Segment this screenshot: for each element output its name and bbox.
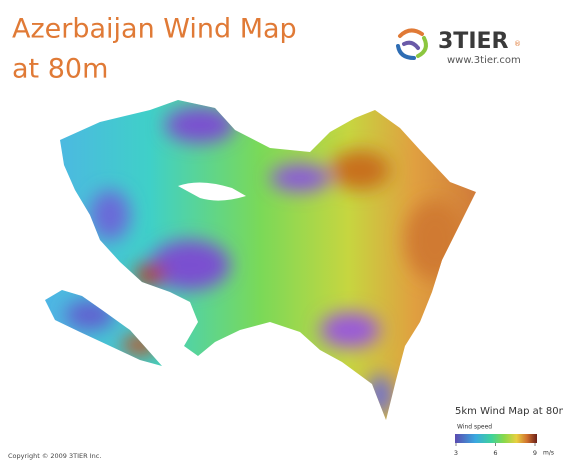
wind-map [45,100,476,420]
logo-icon [396,28,428,60]
legend-unit: m/s [543,450,554,457]
tick-label: 6 [493,449,497,457]
title-line: Azerbaijan Wind Map [12,14,297,45]
tick-label: 3 [454,449,458,457]
legend-subtitle: Wind speed [457,424,492,431]
logo-url: www.3tier.com [447,55,521,66]
logo: 3TIER ® www.3tier.com [396,28,521,66]
legend-title: 5km Wind Map at 80m [455,406,563,417]
color-bar [455,434,537,443]
tick-label: 9 [533,449,537,457]
reservoir [178,182,246,201]
logo-name: 3TIER [438,29,509,54]
logo-mark: ® [514,40,521,48]
map-legend: 5km Wind Map at 80m Wind speed 3 6 9 m/s [454,406,563,457]
title: Azerbaijan Wind Map at 80m [12,14,297,85]
title-line: at 80m [12,54,108,85]
copyright: Copyright © 2009 3TIER Inc. [8,452,101,460]
